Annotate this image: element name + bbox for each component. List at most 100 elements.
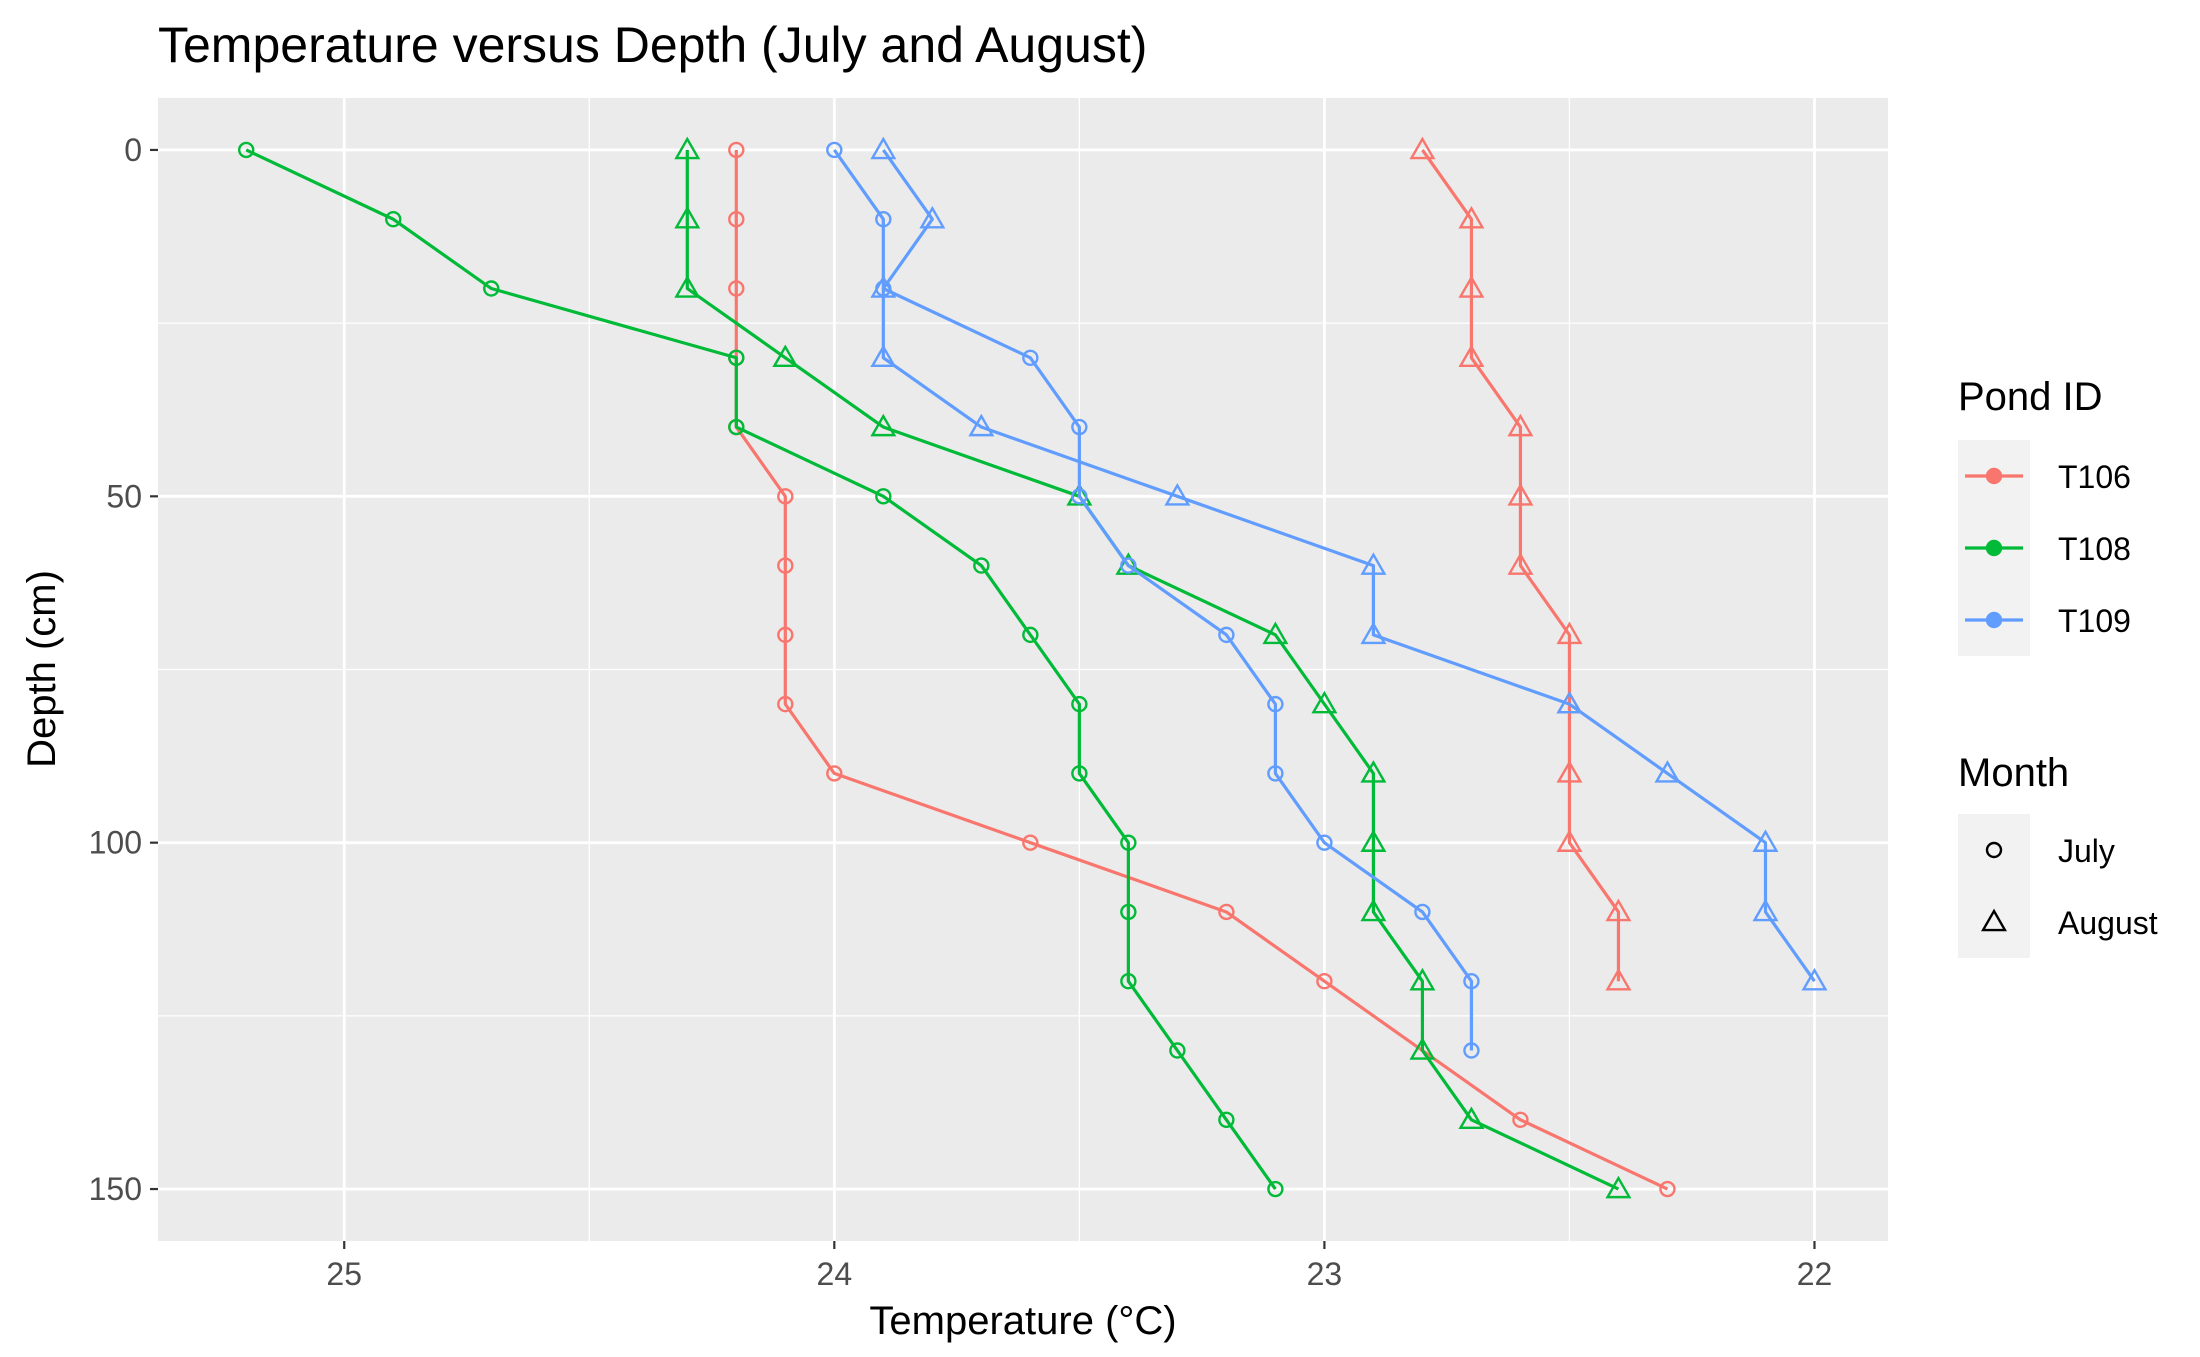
series-t106-july bbox=[728, 141, 1676, 1198]
series-t106-august bbox=[1409, 136, 1632, 991]
data-point-t108-august bbox=[674, 136, 701, 160]
data-point-t109-july bbox=[1463, 973, 1480, 990]
data-point-t109-july bbox=[1316, 834, 1333, 851]
series-t109-august bbox=[870, 136, 1828, 991]
series-line-t109-august bbox=[881, 149, 1816, 983]
data-point-t109-august bbox=[870, 275, 897, 298]
data-point-t106-july bbox=[1218, 903, 1235, 921]
legend-key-bg-month bbox=[1958, 814, 2030, 958]
data-point-t106-july bbox=[777, 557, 794, 574]
data-point-t108-july bbox=[1120, 973, 1137, 990]
y-tick-label: 150 bbox=[89, 1171, 142, 1207]
chart-title: Temperature versus Depth (July and Augus… bbox=[158, 17, 1147, 73]
data-point-t106-august bbox=[1556, 829, 1583, 852]
data-point-t109-august bbox=[1752, 829, 1779, 852]
data-point-t108-august bbox=[1262, 621, 1289, 645]
data-point-t109-august bbox=[870, 136, 897, 160]
data-point-t109-july bbox=[1071, 488, 1088, 505]
legend-label-july: July bbox=[2058, 833, 2115, 869]
legend-key-t109 bbox=[1965, 611, 2023, 629]
data-point-t109-july bbox=[875, 211, 892, 228]
data-point-t106-august bbox=[1605, 967, 1632, 991]
data-point-t108-august bbox=[674, 275, 701, 298]
series-line-t106-july bbox=[734, 149, 1669, 1191]
x-axis-title: Temperature (°C) bbox=[869, 1299, 1176, 1343]
data-point-t108-july bbox=[483, 280, 500, 297]
data-point-t108-august bbox=[1360, 760, 1387, 783]
legend-key-august bbox=[1981, 908, 2007, 932]
data-point-t109-july bbox=[1120, 557, 1137, 574]
data-point-t109-august bbox=[1164, 482, 1191, 506]
data-point-t106-august bbox=[1458, 275, 1485, 298]
data-point-t106-july bbox=[1512, 1111, 1529, 1128]
data-point-t108-august bbox=[1458, 1106, 1485, 1130]
legend-title-pond: Pond ID bbox=[1958, 375, 2103, 419]
data-point-t109-august bbox=[1360, 621, 1387, 645]
data-point-t108-july bbox=[1071, 695, 1088, 713]
data-point-t108-august bbox=[674, 205, 701, 229]
data-point-t106-july bbox=[1022, 834, 1039, 851]
data-point-t108-july bbox=[875, 488, 892, 505]
data-point-t109-august bbox=[1654, 760, 1681, 783]
legend-label-t106: T106 bbox=[2058, 459, 2131, 495]
legend-label-t109: T109 bbox=[2058, 603, 2131, 639]
data-point-t106-august bbox=[1507, 552, 1534, 575]
data-point-t108-july bbox=[1120, 834, 1137, 851]
data-point-t106-august bbox=[1409, 136, 1436, 160]
legend-title-month: Month bbox=[1958, 751, 2069, 795]
data-point-t109-july bbox=[1071, 418, 1088, 436]
data-point-t106-august bbox=[1556, 760, 1583, 783]
series-line-t109-july bbox=[833, 149, 1474, 1051]
data-point-t109-july bbox=[1218, 626, 1235, 644]
y-tick-label: 0 bbox=[124, 132, 142, 168]
data-point-t109-july bbox=[1022, 349, 1039, 366]
data-point-t106-july bbox=[1316, 973, 1333, 990]
series-t108-july bbox=[238, 141, 1284, 1198]
data-point-t106-august bbox=[1458, 344, 1485, 368]
data-point-t106-july bbox=[1659, 1180, 1676, 1198]
legend-key-t108 bbox=[1965, 539, 2023, 557]
series-line-t108-august bbox=[685, 149, 1620, 1191]
data-point-t108-august bbox=[1409, 1037, 1436, 1060]
legend-key-july bbox=[1985, 841, 2003, 859]
data-point-t108-july bbox=[1169, 1042, 1186, 1059]
legend-key-marker bbox=[1985, 611, 2003, 629]
data-point-t108-august bbox=[772, 344, 799, 368]
data-point-t108-july bbox=[385, 211, 402, 228]
data-point-t109-august bbox=[1801, 967, 1828, 991]
series-t108-august bbox=[674, 136, 1632, 1199]
data-point-t109-august bbox=[1360, 552, 1387, 575]
data-point-t109-july bbox=[1414, 903, 1431, 921]
data-point-t108-july bbox=[1022, 626, 1039, 644]
axis-ticks: 25 24 23 22 0 50 100 150 bbox=[89, 132, 1833, 1292]
data-point-t108-july bbox=[728, 418, 745, 436]
data-point-t106-july bbox=[728, 141, 745, 159]
data-point-t106-august bbox=[1458, 205, 1485, 229]
data-point-t108-july bbox=[1218, 1111, 1235, 1128]
data-point-t109-august bbox=[870, 344, 897, 368]
data-point-t106-july bbox=[777, 488, 794, 505]
data-point-t106-july bbox=[777, 695, 794, 713]
data-point-t108-august bbox=[1605, 1175, 1632, 1199]
legend-key-t106 bbox=[1965, 467, 2023, 485]
data-point-t108-august bbox=[1311, 690, 1338, 714]
x-tick-label: 25 bbox=[326, 1256, 362, 1292]
data-point-t108-august bbox=[1360, 829, 1387, 852]
grid bbox=[158, 98, 1888, 1241]
data-series bbox=[238, 136, 1828, 1199]
legend-key-marker bbox=[1985, 467, 2003, 485]
data-point-t108-july bbox=[1120, 903, 1137, 921]
data-point-t108-august bbox=[1409, 967, 1436, 991]
data-point-t108-july bbox=[238, 141, 255, 159]
data-point-t106-august bbox=[1556, 621, 1583, 645]
data-point-t108-july bbox=[1071, 765, 1088, 782]
legend: Pond ID T106 T108 T109 Month July August bbox=[1958, 375, 2158, 958]
data-point-t106-july bbox=[728, 211, 745, 228]
legend-label-t108: T108 bbox=[2058, 531, 2131, 567]
data-point-t106-august bbox=[1605, 898, 1632, 922]
data-point-t106-august bbox=[1507, 482, 1534, 506]
data-point-t109-july bbox=[1267, 765, 1284, 782]
x-tick-label: 23 bbox=[1307, 1256, 1343, 1292]
data-point-t109-august bbox=[1752, 898, 1779, 922]
